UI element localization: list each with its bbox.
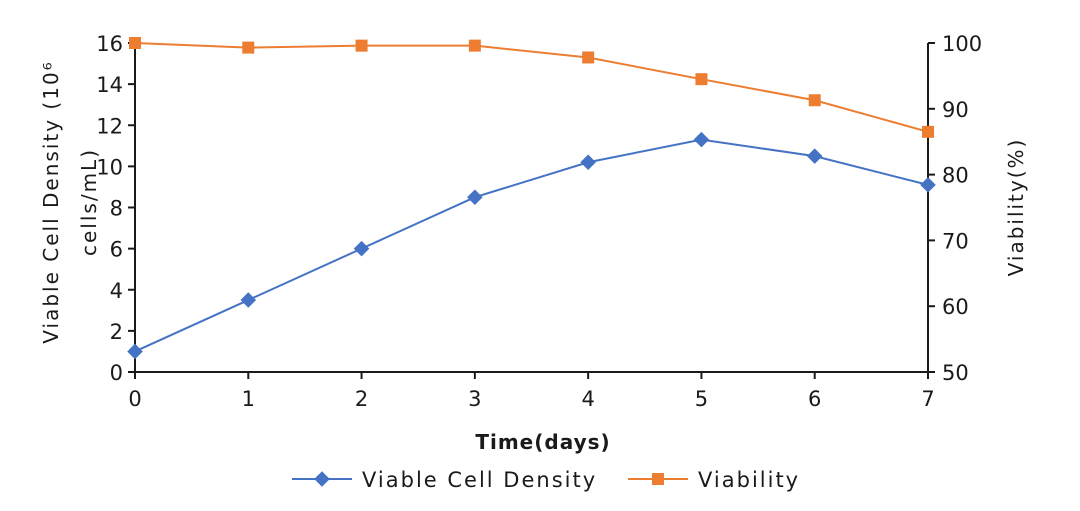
legend-item-viable-cell-density: Viable Cell Density xyxy=(292,468,597,492)
data-point-viable-cell-density xyxy=(127,343,143,360)
x-tick-label: 0 xyxy=(128,387,141,411)
data-point-viable-cell-density xyxy=(920,177,936,193)
legend-item-viability: Viability xyxy=(628,468,800,492)
data-point-viable-cell-density xyxy=(353,240,370,257)
right-y-tick-label: 70 xyxy=(942,229,969,253)
x-tick-label: 4 xyxy=(581,387,594,411)
right-y-tick-label: 60 xyxy=(942,295,969,319)
series-line-viable-cell-density xyxy=(134,138,929,353)
left-y-tick-label: 12 xyxy=(96,114,123,138)
left-y-tick-label: 10 xyxy=(96,155,123,179)
series-layer xyxy=(127,37,936,360)
left-y-ticks: 0 2 4 6 8 10 12 14 16 xyxy=(96,32,135,385)
x-tick-label: 6 xyxy=(808,387,821,411)
x-tick-label: 5 xyxy=(695,387,708,411)
left-y-axis-title-line2: cells/mL) xyxy=(77,148,101,256)
left-y-axis-title: Viable Cell Density (10⁶ cells/mL) xyxy=(39,60,101,343)
series-line-viability xyxy=(134,42,929,133)
left-y-axis-title-line1: Viable Cell Density (10⁶ xyxy=(39,60,63,343)
data-point-viability xyxy=(355,39,368,52)
data-point-viability xyxy=(129,37,141,49)
x-axis-title: Time(days) xyxy=(475,430,610,454)
data-point-viability xyxy=(695,73,708,86)
legend-label-viable-cell-density: Viable Cell Density xyxy=(362,468,597,492)
right-y-tick-label: 50 xyxy=(942,361,969,385)
data-point-viability xyxy=(242,41,255,54)
legend: Viable Cell Density Viability xyxy=(292,468,800,492)
left-y-tick-label: 8 xyxy=(110,197,123,221)
x-tick-label: 7 xyxy=(921,387,934,411)
data-point-viable-cell-density xyxy=(467,189,483,205)
x-ticks: 0 1 2 3 4 5 6 7 xyxy=(128,372,935,411)
left-y-tick-label: 0 xyxy=(110,361,123,385)
axes xyxy=(134,43,929,373)
right-y-tick-label: 80 xyxy=(942,164,969,188)
right-y-tick-label: 90 xyxy=(942,98,969,122)
left-y-tick-label: 2 xyxy=(110,320,123,344)
data-point-viable-cell-density xyxy=(240,292,257,308)
data-point-viability xyxy=(922,125,934,138)
right-y-tick-label: 100 xyxy=(942,32,982,56)
legend-marker-viable-cell-density xyxy=(314,471,330,487)
left-y-tick-label: 14 xyxy=(96,73,123,97)
x-tick-label: 1 xyxy=(242,387,255,411)
data-point-viability xyxy=(808,94,821,107)
legend-marker-viability xyxy=(652,473,664,485)
data-point-viable-cell-density xyxy=(693,131,710,148)
right-y-ticks: 50 60 70 80 90 100 xyxy=(928,32,982,385)
right-y-axis-title: Viability(%) xyxy=(1004,138,1028,277)
left-y-tick-label: 6 xyxy=(110,238,123,262)
legend-label-viability: Viability xyxy=(698,468,800,492)
data-point-viable-cell-density xyxy=(806,148,823,164)
left-y-tick-label: 4 xyxy=(110,279,123,303)
x-tick-label: 3 xyxy=(468,387,481,411)
data-point-viability xyxy=(582,51,595,64)
x-tick-label: 2 xyxy=(355,387,368,411)
data-point-viability xyxy=(468,39,481,52)
data-point-viable-cell-density xyxy=(580,154,596,171)
left-y-tick-label: 16 xyxy=(96,32,123,56)
